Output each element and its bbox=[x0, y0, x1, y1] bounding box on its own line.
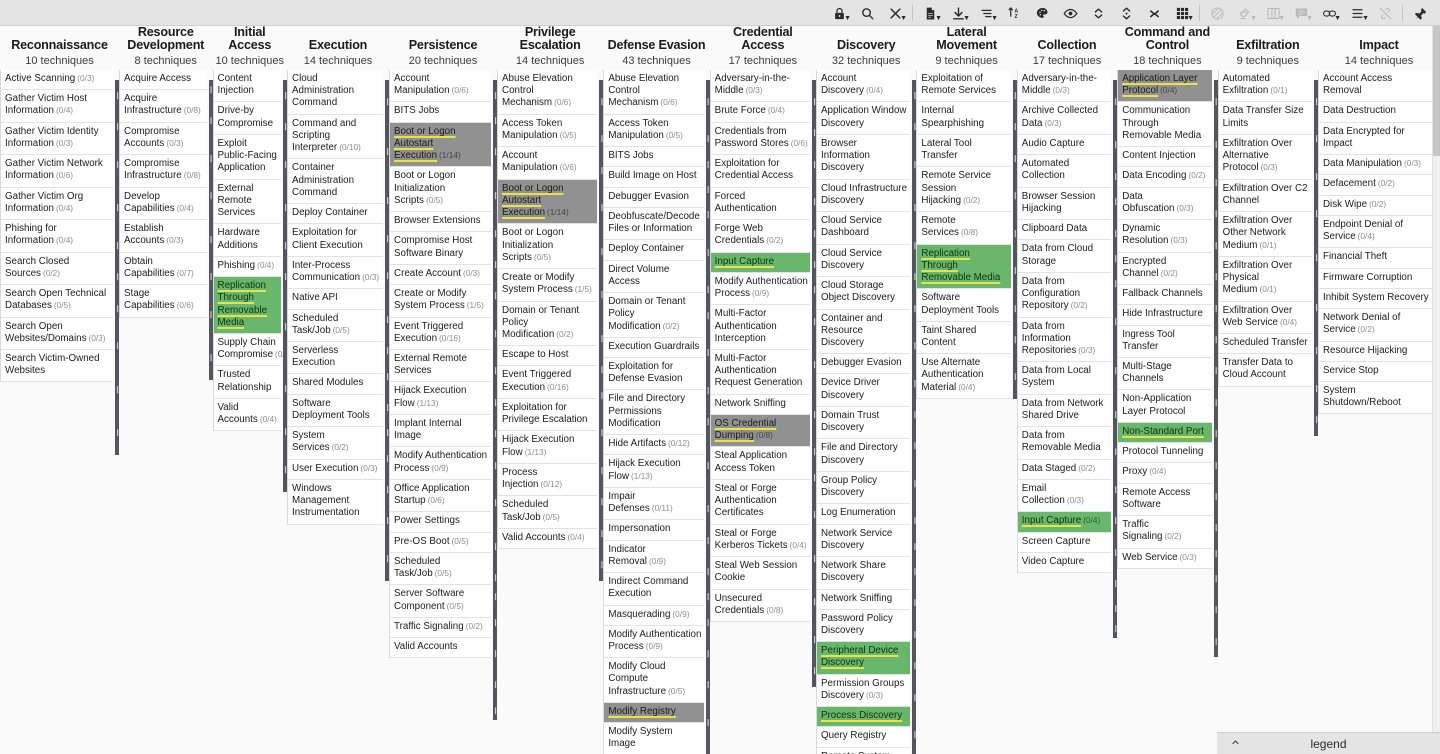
svg-text:Z: Z bbox=[1014, 13, 1017, 19]
